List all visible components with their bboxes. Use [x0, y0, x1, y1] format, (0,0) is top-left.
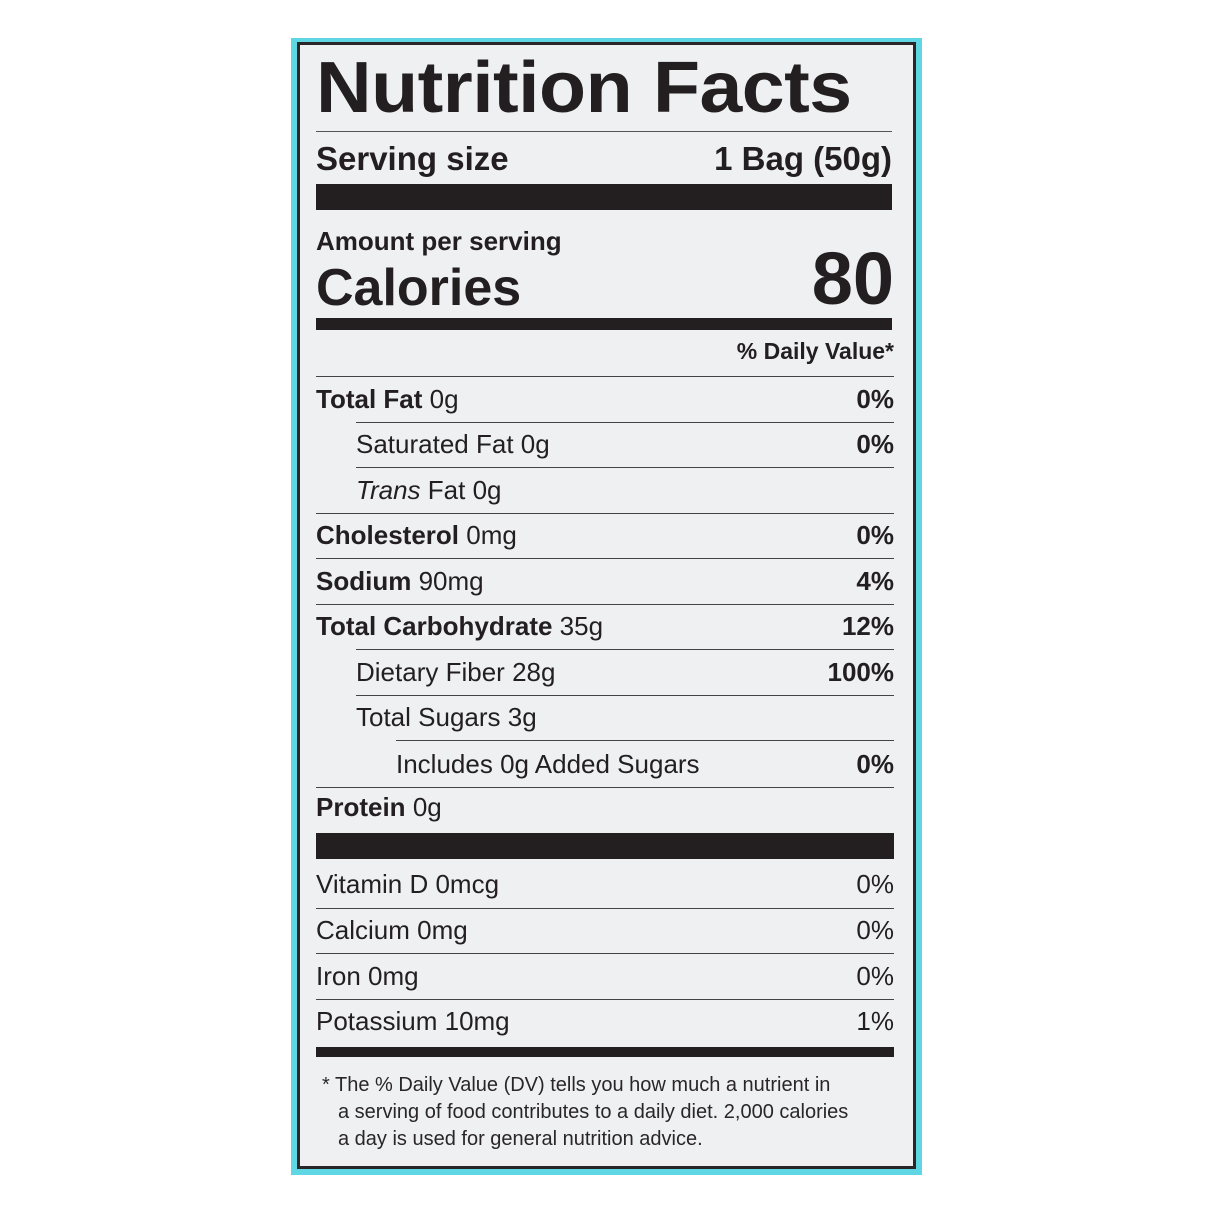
nutrient-amount: 0mg [466, 520, 517, 551]
nutrient-amount: 90mg [418, 565, 484, 596]
nutrient-dv: 0% [856, 520, 894, 551]
nutrient-name: Dietary Fiber [356, 656, 505, 687]
nutrient-row-total-carbohydrate: Total Carbohydrate 35g 12% [316, 603, 894, 650]
nutrient-name: Cholesterol [316, 520, 460, 551]
vitamin-dv: 1% [856, 1006, 894, 1037]
nutrient-amount: 0g [429, 383, 459, 414]
vitamin-name: Potassium 10mg [316, 1006, 510, 1037]
footnote: * The % Daily Value (DV) tells you how m… [322, 1072, 902, 1153]
nutrient-dv: 0% [856, 429, 894, 460]
thick-divider [316, 833, 894, 859]
vitamin-name: Calcium 0mg [316, 915, 468, 946]
nutrient-amount: 0g [412, 792, 442, 822]
nutrient-name-suffix: Fat [427, 474, 466, 505]
nutrient-dv: 4% [856, 565, 894, 596]
vitamin-row: Potassium 10mg 1% [316, 998, 894, 1045]
vitamin-name: Iron 0mg [316, 960, 419, 991]
daily-value-header: % Daily Value* [736, 338, 894, 364]
nutrient-name: Includes 0g Added Sugars [396, 748, 700, 779]
divider [316, 131, 892, 132]
label-title: Nutrition Facts [316, 48, 852, 128]
nutrient-row-total-fat: Total Fat 0g 0% [316, 376, 894, 422]
vitamin-list: Vitamin D 0mcg 0% Calcium 0mg 0% Iron 0mg 0… [316, 862, 894, 1044]
nutrient-name: Trans [356, 474, 421, 505]
vitamin-row: Calcium 0mg 0% [316, 907, 894, 954]
medium-divider [316, 318, 892, 330]
nutrient-amount: 0g [472, 474, 502, 505]
nutrient-row-dietary-fiber: Dietary Fiber 28g 100% [356, 649, 894, 695]
nutrient-row-trans-fat: Trans Fat 0g [356, 467, 894, 513]
vitamin-name: Vitamin D 0mcg [316, 869, 500, 900]
calories-label: Calories [316, 259, 522, 317]
nutrient-row-cholesterol: Cholesterol 0mg 0% [316, 512, 894, 559]
serving-size-row: Serving size 1 Bag (50g) [316, 140, 892, 178]
nutrient-row-total-sugars: Total Sugars 3g [356, 694, 894, 741]
nutrition-label-box [297, 42, 916, 1169]
nutrient-name: Total Sugars [356, 702, 501, 733]
nutrient-name: Sodium [316, 565, 412, 596]
vitamin-row: Iron 0mg 0% [316, 953, 894, 999]
nutrient-row-protein: Protein 0g [316, 787, 894, 827]
vitamin-dv: 0% [856, 960, 894, 991]
footnote-line: a day is used for general nutrition advi… [338, 1128, 703, 1150]
calories-value: 80 [811, 237, 894, 320]
footnote-line: a serving of food contributes to a daily… [338, 1101, 849, 1123]
nutrient-name: Total Carbohydrate [316, 611, 553, 642]
nutrient-name: Saturated Fat [356, 429, 514, 460]
serving-size-label: Serving size [316, 140, 509, 177]
nutrient-amount: 0g [520, 429, 550, 460]
medium-divider [316, 1047, 894, 1057]
vitamin-dv: 0% [856, 869, 894, 900]
nutrient-amount: 3g [507, 702, 537, 733]
nutrient-name: Total Fat [316, 383, 423, 414]
nutrient-amount: 28g [512, 656, 556, 687]
nutrient-amount: 35g [559, 611, 604, 642]
nutrient-dv: 12% [841, 611, 894, 642]
serving-size-value: 1 Bag (50g) [714, 140, 892, 177]
nutrient-dv: 0% [856, 383, 894, 414]
nutrient-name: Protein [316, 792, 406, 822]
vitamin-row: Vitamin D 0mcg 0% [316, 862, 894, 908]
footnote-line: * The % Daily Value (DV) tells you how m… [322, 1074, 831, 1096]
thick-divider [316, 184, 892, 210]
nutrient-list: Total Fat 0g 0% Saturated Fat 0g 0% Trans … [316, 376, 894, 827]
nutrient-row-saturated-fat: Saturated Fat 0g 0% [356, 421, 894, 468]
nutrient-row-sodium: Sodium 90mg 4% [316, 558, 894, 604]
vitamin-dv: 0% [856, 915, 894, 946]
nutrient-dv: 100% [827, 656, 895, 687]
nutrient-row-added-sugars: Includes 0g Added Sugars 0% [396, 740, 894, 787]
nutrient-dv: 0% [856, 748, 894, 779]
amount-per-serving: Amount per serving [316, 226, 562, 256]
